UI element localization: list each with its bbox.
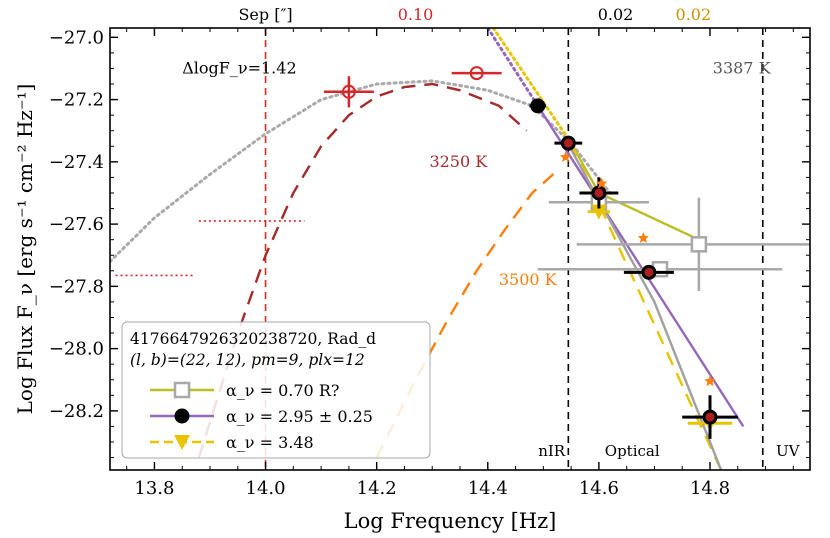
legend-marker-square: [173, 381, 191, 399]
point-small-circle-0: [563, 138, 573, 148]
point-star-2: [637, 232, 649, 243]
legend-label-1: α_ν = 2.95 ± 0.25: [226, 407, 373, 426]
curve-1: [197, 82, 528, 458]
y-axis-label: Log Flux F_ν [erg s⁻¹ cm⁻² Hz⁻¹]: [13, 84, 37, 415]
y-tick-label-4: −27.8: [49, 276, 104, 297]
x-tick-label-2: 14.2: [357, 478, 397, 499]
point-open-circle-plus-0: [341, 84, 356, 99]
point-star-3: [704, 375, 716, 387]
legend-marker-circle: [174, 408, 190, 424]
legend-title-line1: 4176647926320238720, Rad_d: [130, 330, 376, 348]
curve-3: [570, 142, 700, 241]
legend-box: [121, 321, 431, 459]
curve-2: [375, 167, 561, 459]
curve-5: [486, 28, 540, 108]
legend-marker-triangle: [174, 435, 190, 450]
legend-title-line2: (l, b)=(22, 12), pm=9, plx=12: [130, 351, 365, 369]
y-tick-label-3: −27.6: [49, 214, 104, 235]
x-tick-label-0: 13.8: [134, 478, 174, 499]
legend-label-0: α_ν = 0.70 R?: [226, 381, 339, 400]
x-tick-label-5: 14.8: [690, 478, 730, 499]
point-star-0: [559, 151, 572, 162]
point-open-square-1: [690, 236, 708, 253]
y-tick-label-1: −27.2: [49, 90, 104, 111]
x-tick-label-1: 14.0: [246, 478, 286, 499]
annotation-2: 3250 K: [429, 152, 488, 171]
y-tick-label-2: −27.4: [49, 152, 104, 173]
top-axis-label-1: 0.10: [398, 5, 434, 24]
x-axis-label: Log Frequency [Hz]: [344, 509, 557, 533]
point-star-1: [596, 177, 608, 189]
point-filled-triangle-0: [590, 204, 607, 220]
point-small-circle-2: [644, 267, 654, 277]
annotation-3: 3500 K: [499, 270, 558, 289]
y-tick-label-6: −28.2: [49, 401, 104, 422]
point-open-circle-plus-1: [469, 66, 484, 81]
legend-label-2: α_ν = 3.48: [226, 433, 314, 452]
point-small-circle-1: [594, 188, 604, 198]
curve-0: [110, 79, 612, 263]
top-axis-label-0: Sep [″]: [238, 5, 292, 24]
y-tick-label-0: −27.0: [49, 27, 104, 48]
annotation-0: ΔlogF_ν=1.42: [182, 58, 296, 77]
x-tick-label-3: 14.4: [468, 478, 508, 499]
top-axis-label-3: 0.02: [676, 5, 712, 24]
band-label-0: nIR: [538, 442, 566, 460]
annotation-1: 3387 K: [713, 58, 772, 77]
curve-4: [536, 105, 745, 428]
point-filled-circle-0: [530, 98, 546, 114]
band-label-2: UV: [776, 442, 801, 460]
band-label-1: Optical: [605, 442, 660, 460]
point-small-circle-3: [705, 412, 715, 422]
x-tick-label-4: 14.6: [579, 478, 619, 499]
curve-7: [491, 28, 573, 145]
y-tick-label-5: −28.0: [49, 339, 104, 360]
top-axis-label-2: 0.02: [598, 5, 634, 24]
